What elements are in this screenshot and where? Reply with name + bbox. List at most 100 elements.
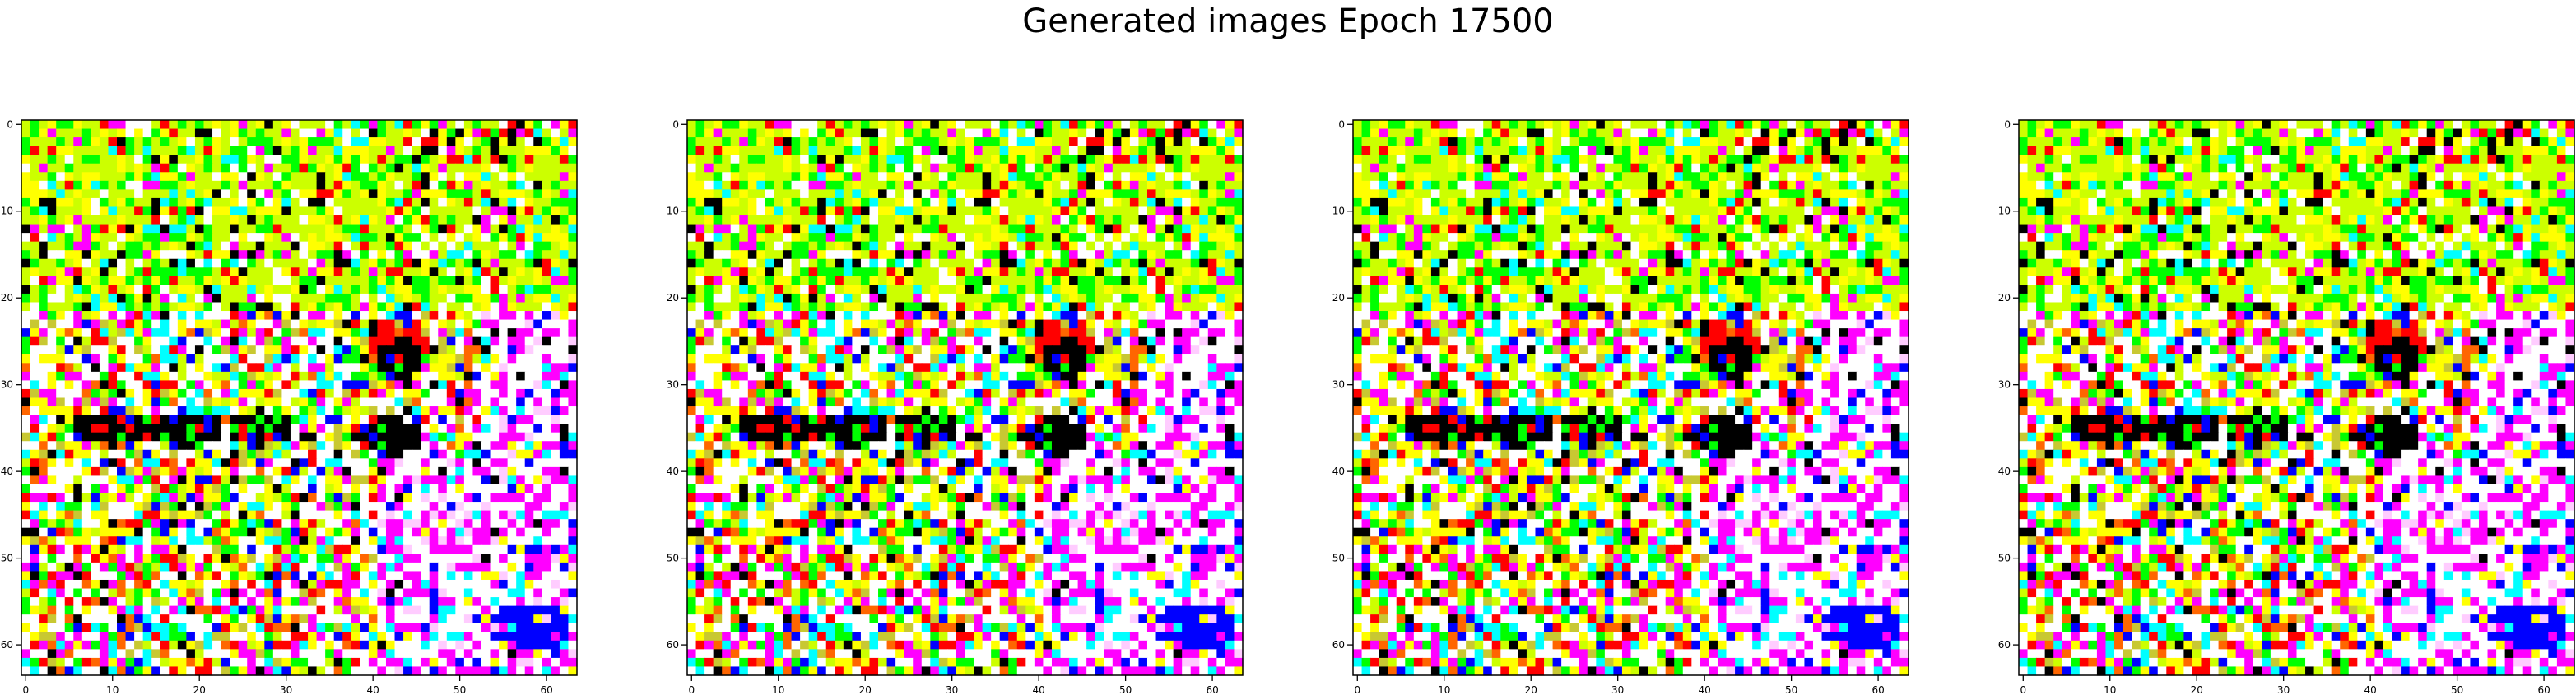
image-pixel: [272, 354, 283, 364]
image-pixel: [108, 180, 118, 190]
image-pixel: [774, 137, 783, 147]
image-pixel: [21, 397, 31, 407]
image-pixel: [117, 536, 127, 546]
image-pixel: [108, 380, 118, 390]
image-pixel: [333, 363, 343, 373]
image-pixel: [134, 363, 144, 373]
image-pixel: [368, 536, 379, 546]
image-pixel: [394, 449, 404, 459]
image-pixel: [333, 649, 343, 659]
image-pixel: [412, 319, 421, 329]
image-pixel: [921, 189, 931, 199]
image-pixel: [142, 354, 152, 364]
image-pixel: [64, 579, 74, 590]
image-pixel: [403, 241, 413, 251]
image-pixel: [194, 649, 205, 659]
image-pixel: [438, 293, 448, 303]
image-pixel: [325, 554, 335, 563]
image-pixel: [169, 276, 179, 285]
image-pixel: [342, 588, 352, 598]
image-pixel: [499, 293, 509, 303]
image-pixel: [299, 536, 309, 546]
image-pixel: [177, 527, 187, 537]
image-pixel: [1165, 180, 1174, 190]
image-pixel: [1016, 180, 1026, 190]
image-pixel: [194, 293, 205, 303]
image-pixel: [264, 328, 274, 338]
image-pixel: [446, 215, 456, 225]
image-pixel: [308, 155, 318, 164]
image-pixel: [56, 449, 66, 459]
image-pixel: [151, 120, 161, 130]
image-pixel: [551, 605, 560, 615]
image-pixel: [125, 519, 135, 529]
image-pixel: [463, 510, 474, 520]
image-pixel: [281, 328, 291, 338]
image-pixel: [272, 623, 283, 632]
image-pixel: [255, 554, 265, 563]
image-pixel: [568, 250, 578, 260]
image-pixel: [99, 562, 109, 572]
image-pixel: [568, 180, 578, 190]
image-pixel: [142, 311, 152, 321]
image-pixel: [490, 311, 500, 321]
image-pixel: [30, 241, 40, 251]
image-pixel: [142, 241, 152, 251]
image-pixel: [299, 484, 309, 494]
image-pixel: [73, 172, 83, 182]
image-pixel: [524, 146, 534, 155]
image-pixel: [421, 432, 430, 442]
image-pixel: [438, 380, 448, 390]
image-pixel: [108, 632, 118, 642]
image-pixel: [472, 484, 482, 494]
image-pixel: [446, 605, 456, 615]
image-pixel: [316, 640, 326, 650]
image-pixel: [551, 380, 560, 390]
image-pixel: [221, 285, 230, 294]
image-pixel: [463, 502, 474, 512]
image-pixel: [255, 363, 265, 373]
image-pixel: [99, 354, 109, 364]
image-pixel: [739, 233, 749, 243]
image-pixel: [160, 588, 170, 598]
image-pixel: [290, 657, 300, 668]
image-pixel: [516, 250, 526, 260]
image-pixel: [290, 493, 300, 503]
image-pixel: [151, 276, 161, 285]
image-pixel: [385, 527, 396, 537]
image-pixel: [455, 449, 465, 459]
image-pixel: [808, 180, 818, 190]
image-pixel: [507, 554, 517, 563]
image-pixel: [91, 189, 100, 199]
image-pixel: [455, 588, 465, 598]
image-pixel: [99, 415, 109, 424]
image-pixel: [247, 510, 257, 520]
image-pixel: [568, 258, 578, 268]
image-pixel: [490, 597, 500, 607]
image-pixel: [808, 155, 818, 164]
image-pixel: [221, 527, 230, 537]
image-pixel: [516, 180, 526, 190]
image-pixel: [230, 388, 239, 399]
image-pixel: [30, 128, 40, 138]
image-pixel: [221, 632, 230, 642]
image-pixel: [91, 336, 100, 346]
image-pixel: [852, 197, 862, 208]
image-pixel: [507, 267, 517, 277]
image-pixel: [91, 146, 100, 155]
image-pixel: [1155, 146, 1165, 155]
image-pixel: [490, 319, 500, 329]
image-pixel: [212, 267, 222, 277]
image-pixel: [39, 388, 49, 399]
image-pixel: [551, 510, 560, 520]
image-pixel: [429, 571, 439, 581]
image-pixel: [169, 632, 179, 642]
image-pixel: [403, 544, 413, 554]
image-pixel: [56, 432, 66, 442]
image-pixel: [39, 527, 49, 537]
image-pixel: [895, 155, 905, 164]
image-pixel: [333, 562, 343, 572]
image-pixel: [368, 146, 379, 155]
image-pixel: [272, 146, 283, 155]
image-pixel: [255, 267, 265, 277]
